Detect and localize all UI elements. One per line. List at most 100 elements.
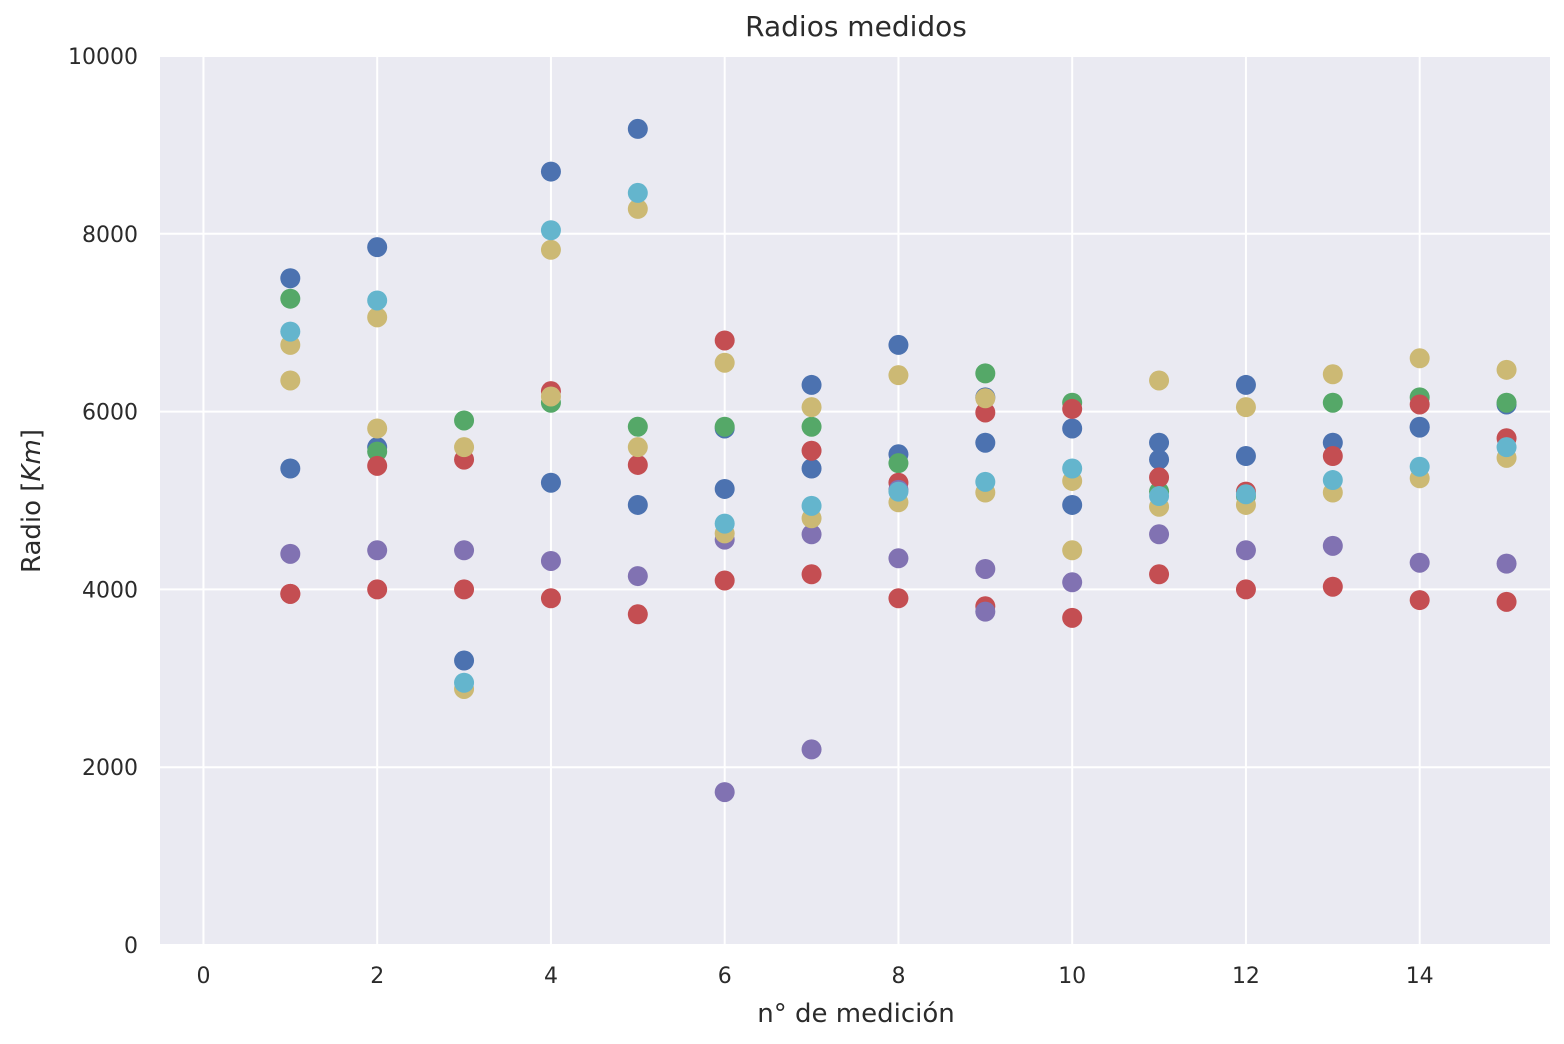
data-point: [801, 440, 822, 461]
data-point: [975, 471, 996, 492]
data-point: [454, 437, 475, 458]
data-point: [1149, 524, 1170, 545]
data-point: [540, 472, 561, 493]
data-point: [714, 782, 735, 803]
x-tick-label: 6: [718, 964, 732, 989]
data-point: [714, 513, 735, 534]
data-point: [367, 455, 388, 476]
data-point: [714, 352, 735, 373]
data-point: [975, 601, 996, 622]
data-point: [1062, 458, 1083, 479]
data-point: [1062, 418, 1083, 439]
data-point: [454, 672, 475, 693]
x-tick-label: 2: [370, 964, 384, 989]
data-point: [367, 540, 388, 561]
y-tick-label: 4000: [82, 578, 138, 603]
data-point: [1149, 467, 1170, 488]
data-point: [540, 386, 561, 407]
data-point: [627, 454, 648, 475]
data-point: [540, 220, 561, 241]
x-tick-labels: 0 2 4 6 8 10 12 14: [196, 964, 1433, 989]
data-point: [1496, 437, 1517, 458]
data-point: [280, 583, 301, 604]
data-point: [1235, 374, 1256, 395]
data-point: [888, 588, 909, 609]
data-point: [1409, 348, 1430, 369]
data-point: [1149, 449, 1170, 470]
plot-area: [160, 56, 1550, 945]
data-point: [1235, 397, 1256, 418]
data-point: [280, 543, 301, 564]
data-point: [975, 558, 996, 579]
data-point: [367, 441, 388, 462]
data-point: [540, 550, 561, 571]
data-point: [1496, 591, 1517, 612]
data-point: [1149, 486, 1170, 507]
data-point: [1322, 446, 1343, 467]
data-point: [801, 458, 822, 479]
y-tick-label: 2000: [82, 756, 138, 781]
data-point: [367, 290, 388, 311]
series-6: [280, 524, 1517, 803]
data-point: [627, 416, 648, 437]
data-point: [1149, 370, 1170, 391]
data-point: [1235, 446, 1256, 467]
data-point: [454, 410, 475, 431]
data-point: [1235, 579, 1256, 600]
data-point: [367, 579, 388, 600]
data-point: [280, 288, 301, 309]
data-point: [888, 481, 909, 502]
data-points: [280, 118, 1517, 803]
data-point: [975, 388, 996, 409]
x-tick-label: 4: [544, 964, 558, 989]
data-point: [627, 566, 648, 587]
data-point: [1062, 607, 1083, 628]
y-axis-label-unit: Km: [17, 439, 47, 481]
y-tick-label: 0: [124, 934, 138, 959]
data-point: [975, 363, 996, 384]
y-tick-label: 10000: [68, 45, 138, 70]
data-point: [1409, 417, 1430, 438]
data-point: [540, 239, 561, 260]
data-point: [367, 307, 388, 328]
data-point: [1235, 484, 1256, 505]
data-point: [1322, 392, 1343, 413]
data-point: [280, 268, 301, 289]
data-point: [1322, 364, 1343, 385]
data-point: [1409, 456, 1430, 477]
data-point: [714, 330, 735, 351]
data-point: [1062, 572, 1083, 593]
data-point: [454, 540, 475, 561]
data-point: [540, 588, 561, 609]
data-point: [801, 495, 822, 516]
data-point: [1149, 432, 1170, 453]
data-point: [801, 416, 822, 437]
y-tick-label: 8000: [82, 223, 138, 248]
data-point: [1235, 540, 1256, 561]
data-point: [280, 458, 301, 479]
data-point: [888, 334, 909, 355]
data-point: [367, 237, 388, 258]
y-tick-labels: 0 2000 4000 6000 8000 10000: [68, 45, 138, 959]
y-axis-label-close: ]: [17, 429, 47, 439]
data-point: [627, 182, 648, 203]
data-point: [627, 118, 648, 139]
x-tick-label: 12: [1232, 964, 1260, 989]
data-point: [1062, 494, 1083, 515]
data-point: [1496, 553, 1517, 574]
data-point: [540, 161, 561, 182]
x-tick-label: 14: [1406, 964, 1434, 989]
y-axis-label-text: Radio [: [17, 482, 47, 573]
data-point: [714, 416, 735, 437]
data-point: [801, 397, 822, 418]
data-point: [1062, 398, 1083, 419]
y-tick-label: 6000: [82, 401, 138, 426]
data-point: [367, 418, 388, 439]
data-point: [1496, 359, 1517, 380]
data-point: [627, 494, 648, 515]
data-point: [888, 453, 909, 474]
data-point: [454, 650, 475, 671]
data-point: [714, 478, 735, 499]
data-point: [1322, 470, 1343, 491]
